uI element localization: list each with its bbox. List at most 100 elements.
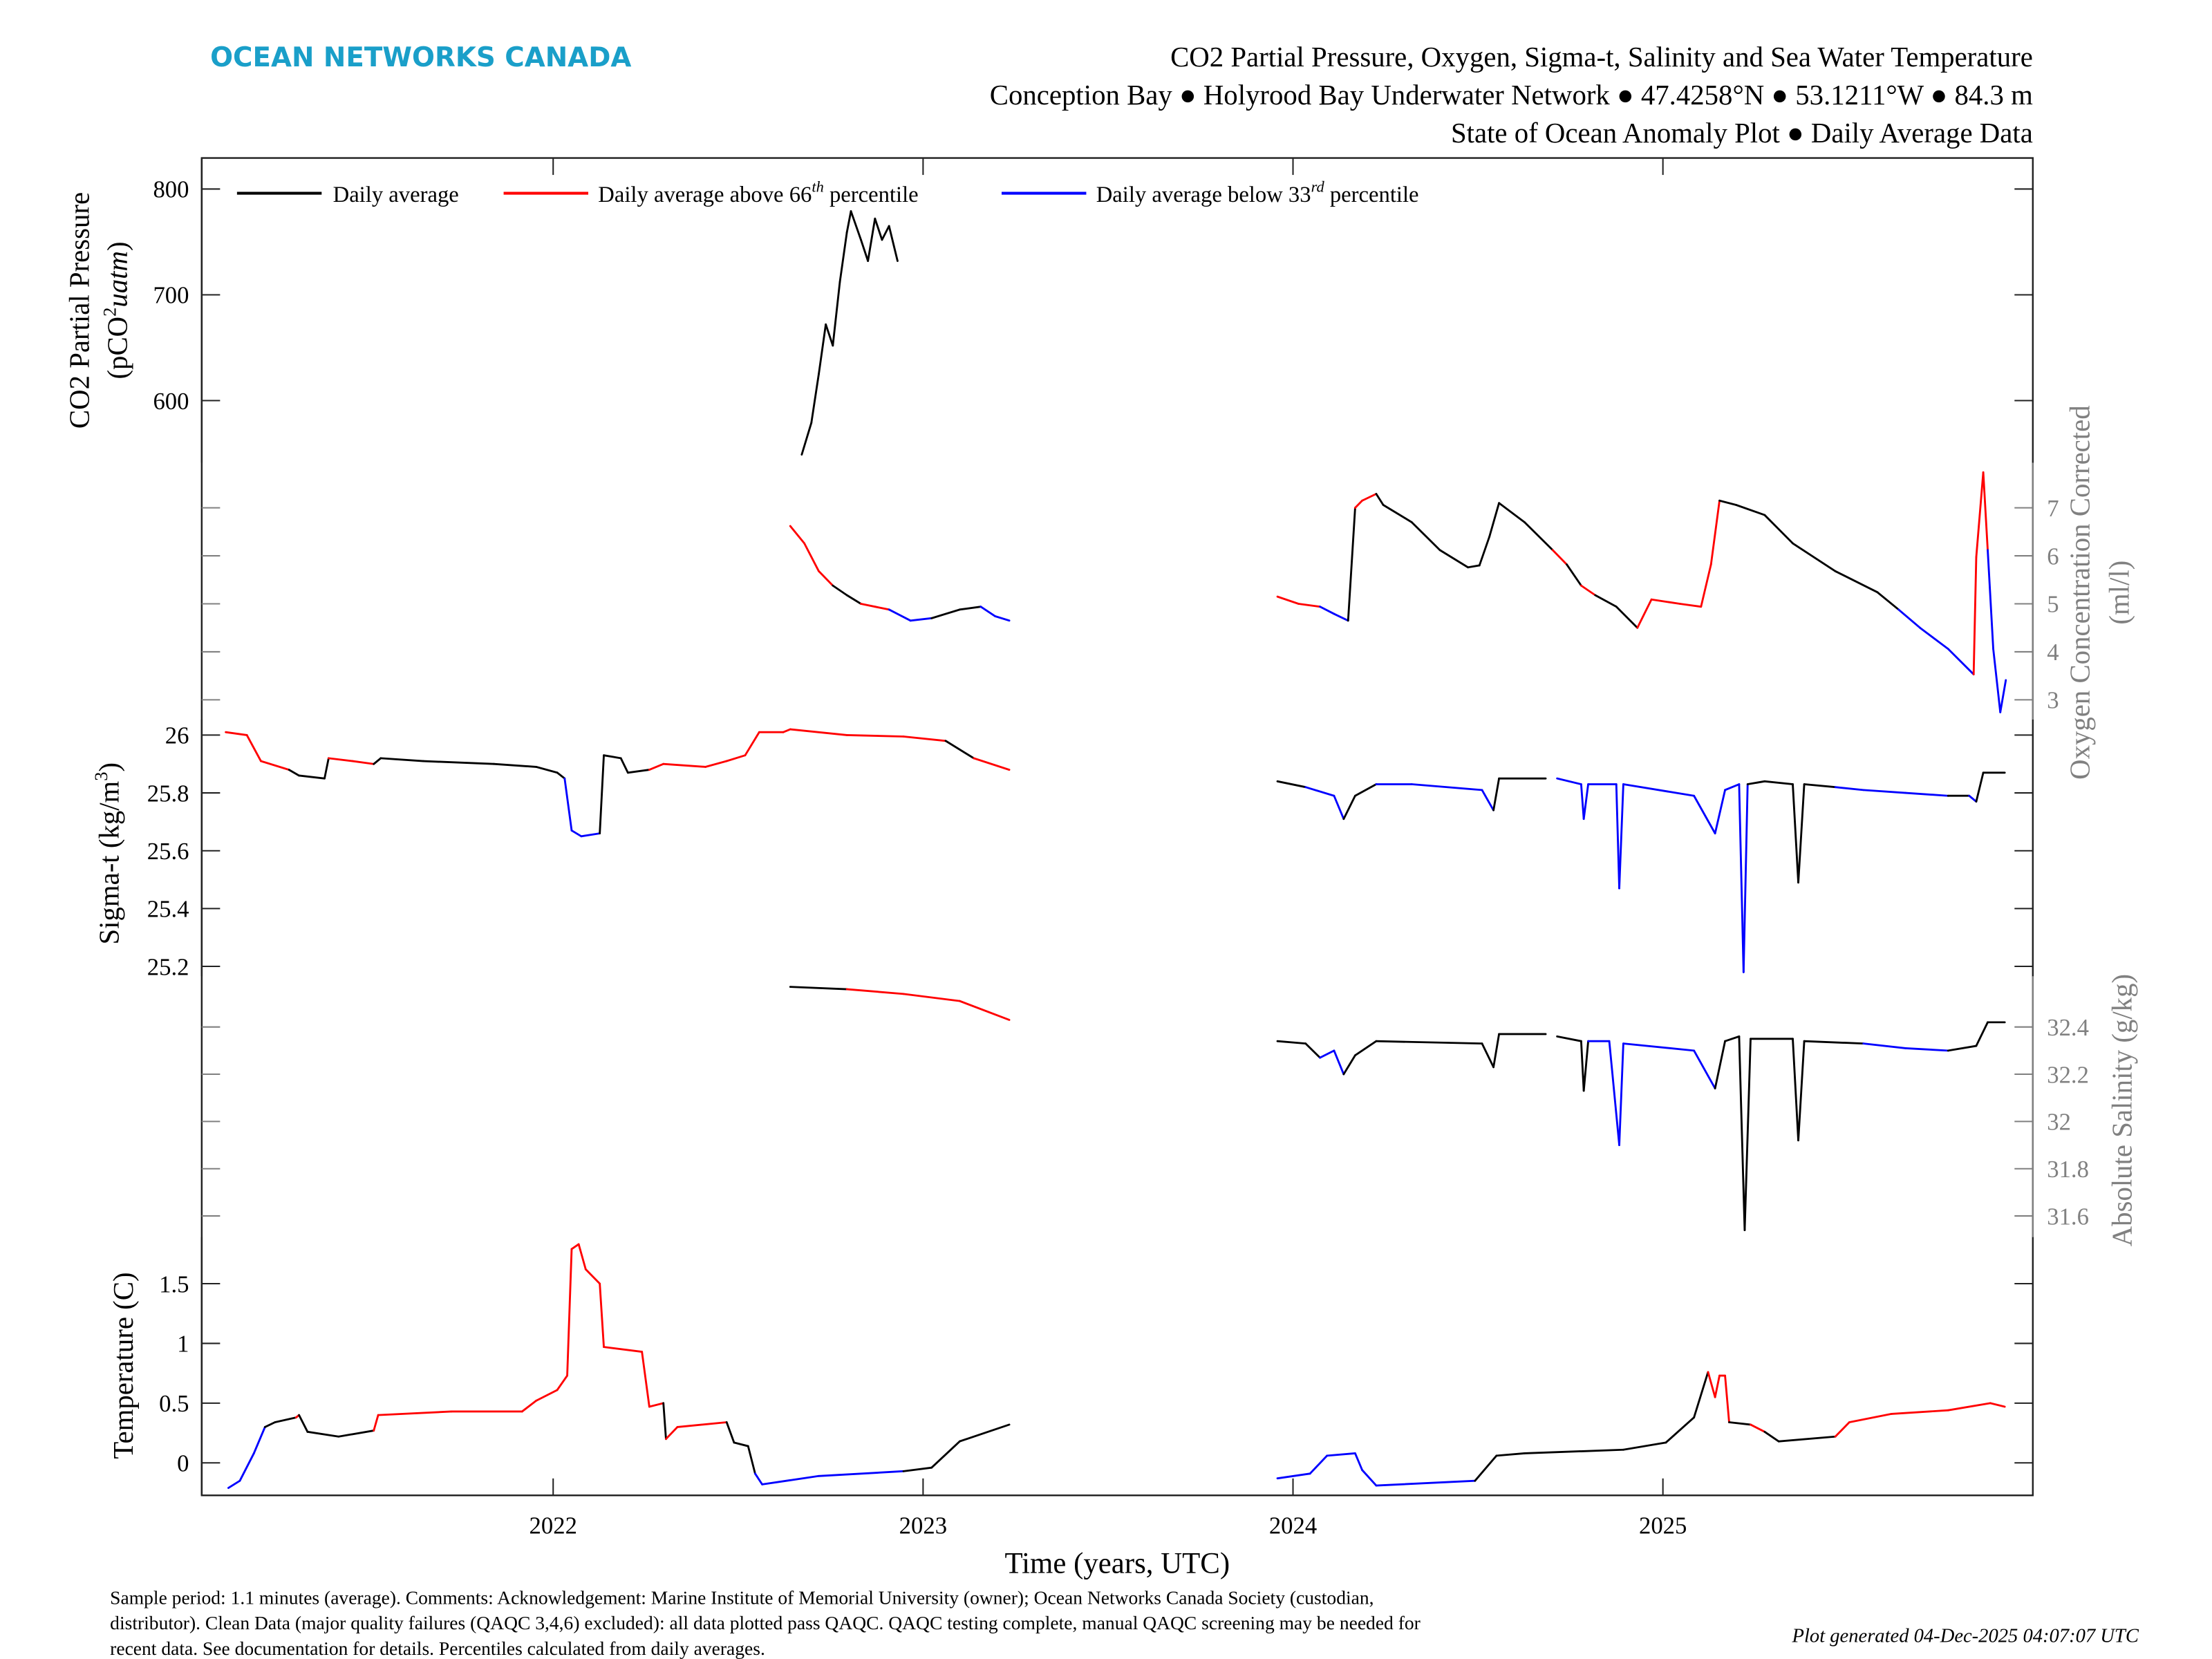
plot-generated-timestamp: Plot generated 04-Dec-2025 04:07:07 UTC bbox=[1792, 1626, 2139, 1647]
salinity-ytick-label: 31.6 bbox=[2047, 1203, 2089, 1230]
temperature-series-segment bbox=[535, 1389, 559, 1402]
temperature-series-segment bbox=[1947, 1402, 1991, 1412]
sigma-series-segment bbox=[1492, 777, 1501, 812]
sigma-series-segment bbox=[1792, 783, 1799, 884]
oxygen-series-segment bbox=[803, 542, 820, 572]
sigma-series-segment bbox=[535, 765, 559, 774]
temperature-series-segment bbox=[1728, 1421, 1752, 1426]
title-line-3: State of Ocean Anomaly Plot ● Daily Aver… bbox=[1451, 118, 2033, 149]
co2-series-segment bbox=[845, 210, 852, 234]
salinity-ylabel: Absolute Salinity (g/kg) bbox=[2107, 974, 2138, 1246]
salinity-series-segment bbox=[1738, 1035, 1746, 1231]
sigma-series-segment bbox=[1763, 780, 1794, 785]
temperature-series-segment bbox=[1693, 1371, 1709, 1419]
temperature-series-segment bbox=[1763, 1430, 1780, 1443]
sigma-series-segment bbox=[580, 832, 601, 838]
oxygen-series-segment bbox=[1566, 563, 1582, 587]
oxygen-series-segment bbox=[1975, 471, 1985, 559]
footer-line-3: recent data. See documentation for detai… bbox=[110, 1638, 765, 1659]
sigma-series-segment bbox=[373, 757, 382, 765]
co2-series-segment bbox=[810, 373, 820, 424]
salinity-series-segment bbox=[1304, 1042, 1322, 1059]
temperature-series-segment bbox=[1714, 1374, 1721, 1398]
oxygen-series-segment bbox=[1297, 603, 1322, 608]
series-lines bbox=[225, 210, 2007, 1489]
salinity-ytick-label: 32.2 bbox=[2047, 1061, 2089, 1088]
temperature-series-segment bbox=[1474, 1454, 1498, 1482]
legend-label-below-33: Daily average below 33rd percentile bbox=[1096, 178, 1419, 207]
sigma-series-segment bbox=[556, 771, 566, 780]
sigma-series-segment bbox=[1738, 783, 1745, 973]
sigma-ytick-label: 25.6 bbox=[147, 838, 189, 865]
salinity-series-segment bbox=[1975, 1021, 1989, 1047]
oxygen-series-segment bbox=[1763, 514, 1794, 545]
temperature-series-segment bbox=[556, 1374, 568, 1391]
sigma-series-segment bbox=[1481, 789, 1495, 812]
temperature-series-segment bbox=[733, 1441, 749, 1447]
oxygen-series-segment bbox=[1467, 564, 1481, 569]
salinity-series-segment bbox=[1492, 1033, 1501, 1069]
temperature-series-segment bbox=[603, 1346, 644, 1353]
temperature-ytick-label: 1.5 bbox=[159, 1271, 189, 1297]
temperature-series-segment bbox=[521, 1399, 538, 1413]
co2-ytick-label: 600 bbox=[153, 388, 189, 415]
temperature-series-segment bbox=[377, 1410, 453, 1416]
sigma-series-segment bbox=[1693, 794, 1716, 835]
temperature-series-segment bbox=[1848, 1412, 1893, 1423]
sigma-series-segment bbox=[1975, 771, 1985, 803]
temperature-ytick-label: 0.5 bbox=[159, 1390, 189, 1417]
axes-group: 2022 2023 2024 2025 600 700 800 3 4 5 6 7 25.2 25.4 25… bbox=[147, 158, 2089, 1539]
oxygen-series-segment bbox=[1718, 499, 1738, 506]
temperature-series-segment bbox=[662, 1402, 667, 1441]
temperature-series-segment bbox=[1665, 1416, 1696, 1444]
temperature-series-segment bbox=[1834, 1421, 1850, 1438]
salinity-series-segment bbox=[1904, 1047, 1949, 1052]
sigma-series-segment bbox=[298, 774, 326, 780]
sigma-series-segment bbox=[1333, 794, 1345, 821]
salinity-series-segment bbox=[1724, 1035, 1741, 1042]
temperature-series-segment bbox=[747, 1445, 756, 1475]
sigma-series-segment bbox=[324, 757, 330, 780]
salinity-series-segment bbox=[1608, 1040, 1620, 1146]
temperature-series-segment bbox=[1750, 1423, 1766, 1433]
co2-ytick-label: 800 bbox=[153, 176, 189, 203]
temperature-series-segment bbox=[753, 1472, 764, 1485]
salinity-series-segment bbox=[1743, 1038, 1752, 1231]
sigma-ylabel: Sigma-t (kg/m3) bbox=[91, 762, 124, 945]
sigma-series-segment bbox=[288, 769, 301, 777]
temperature-ytick-label: 0 bbox=[177, 1450, 189, 1477]
oxygen-series-segment bbox=[958, 606, 982, 611]
temperature-series-segment bbox=[902, 1466, 933, 1472]
oxygen-series-segment bbox=[1999, 679, 2007, 713]
temperature-series-segment bbox=[566, 1248, 573, 1377]
oxygen-series-segment bbox=[1947, 648, 1975, 675]
oxygen-series-segment bbox=[1319, 606, 1335, 615]
oxygen-series-segment bbox=[1276, 595, 1300, 605]
co2-series-segment bbox=[860, 238, 870, 262]
oxygen-series-segment bbox=[930, 608, 961, 619]
oxygen-series-segment bbox=[909, 617, 933, 622]
oxygen-series-segment bbox=[874, 606, 890, 611]
salinity-series-segment bbox=[1714, 1040, 1727, 1089]
sigma-series-segment bbox=[626, 769, 650, 774]
sigma-series-segment bbox=[1746, 780, 1766, 785]
sigma-ytick-label: 26 bbox=[165, 722, 189, 749]
salinity-ytick-label: 32 bbox=[2047, 1109, 2071, 1136]
legend-label-above-66: Daily average above 66th percentile bbox=[598, 178, 918, 207]
salinity-series-segment bbox=[1803, 1040, 1865, 1045]
co2-ylabel: CO2 Partial Pressure bbox=[64, 192, 95, 429]
salinity-ytick-label: 31.8 bbox=[2047, 1156, 2089, 1183]
temperature-ytick-label: 1 bbox=[177, 1331, 189, 1358]
oxygen-ytick-label: 3 bbox=[2047, 687, 2059, 714]
temperature-series-segment bbox=[818, 1470, 905, 1477]
sigma-series-segment bbox=[603, 754, 622, 760]
temperature-series-segment bbox=[274, 1416, 297, 1423]
sigma-series-segment bbox=[493, 762, 538, 768]
sigma-series-segment bbox=[1904, 791, 1949, 797]
sigma-series-segment bbox=[1742, 783, 1749, 973]
salinity-series-segment bbox=[1333, 1049, 1345, 1076]
temperature-series-segment bbox=[1524, 1448, 1624, 1454]
temperature-series-segment bbox=[1724, 1374, 1730, 1423]
temperature-series-segment bbox=[676, 1421, 728, 1428]
temperature-series-segment bbox=[263, 1421, 276, 1428]
